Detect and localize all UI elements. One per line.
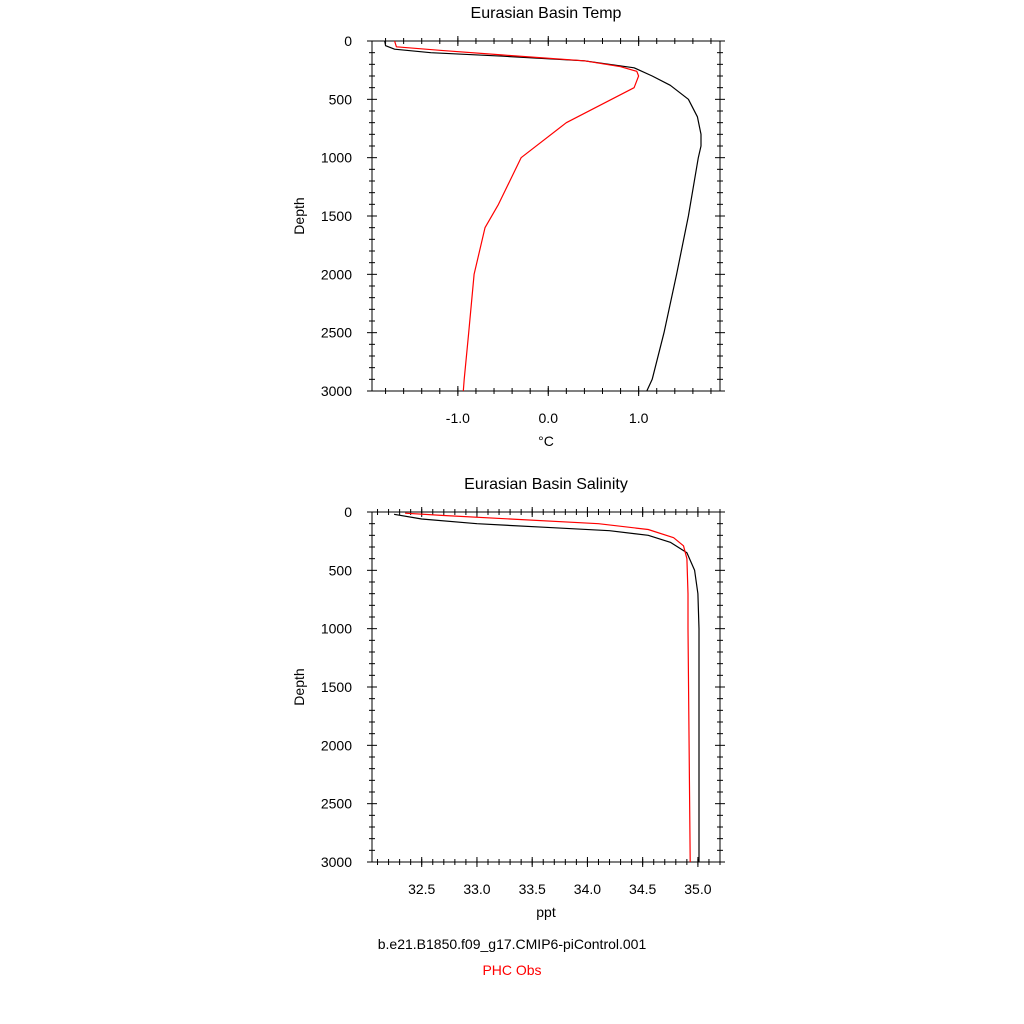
temp-ytick-label: 0 [344,33,352,49]
temp-xaxis-label: °C [538,433,554,449]
temp-series-model-line [384,40,702,392]
temp-chart: Eurasian Basin Temp 0 500 1000 1500 2000 2500 3… [291,5,725,449]
salinity-xaxis-label: ppt [536,904,556,920]
temp-plot-frame [371,40,721,392]
temp-ytick-label: 2000 [321,266,352,282]
salinity-xtick-label: 33.5 [519,881,546,897]
salinity-series-obs-line [405,512,691,863]
salinity-xtick-label: 32.5 [408,881,435,897]
salinity-xtick-label: 34.0 [574,881,601,897]
temp-ytick-label: 1000 [321,150,352,166]
temp-ytick-label: 1500 [321,208,352,224]
legend-obs-label: PHC Obs [482,962,542,978]
temp-xtick-label: -1.0 [446,410,470,426]
salinity-ytick-label: 2000 [321,737,352,753]
salinity-ytick-label: 2500 [321,796,352,812]
salinity-yaxis-label: Depth [291,668,307,705]
salinity-ytick-label: 0 [344,504,352,520]
salinity-series-model-line [393,513,700,862]
temp-xtick-label: 0.0 [539,410,559,426]
temp-xtick-label: 1.0 [629,410,649,426]
temp-ytick-label: 500 [329,91,353,107]
salinity-chart: Eurasian Basin Salinity 0 500 1000 1500 2000 2… [291,476,725,920]
salinity-ytick-label: 1500 [321,679,352,695]
legend-model-label: b.e21.B1850.f09_g17.CMIP6-piControl.001 [377,936,647,952]
salinity-plot-frame [371,511,721,863]
salinity-ytick-label: 500 [329,562,353,578]
temp-ytick-label: 3000 [321,383,352,399]
temp-yaxis-label: Depth [291,197,307,234]
temp-ytick-label: 2500 [321,325,352,341]
salinity-xtick-label: 33.0 [463,881,490,897]
salinity-ytick-label: 3000 [321,854,352,870]
temp-chart-title: Eurasian Basin Temp [471,5,622,22]
temp-series-obs-line [394,40,640,392]
salinity-xtick-label: 34.5 [629,881,656,897]
salinity-chart-title: Eurasian Basin Salinity [464,476,628,493]
salinity-xtick-label: 35.0 [684,881,711,897]
salinity-ytick-label: 1000 [321,621,352,637]
